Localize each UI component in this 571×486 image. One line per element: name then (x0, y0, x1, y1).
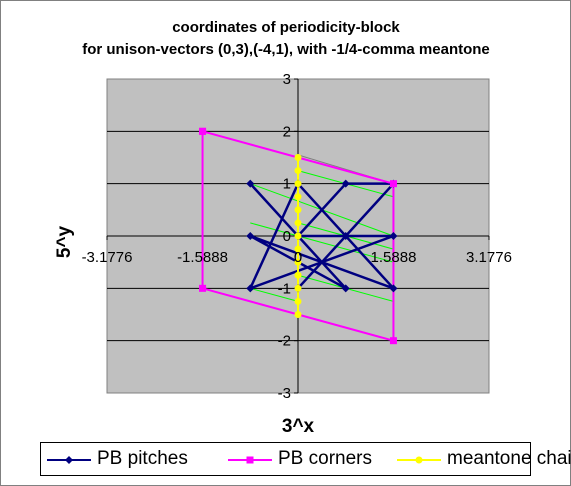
y-tick-label: 2 (283, 123, 291, 140)
data-point-pb-corner (389, 337, 397, 345)
y-tick-label: 0 (283, 228, 291, 245)
x-tick-label: -3.1776 (82, 249, 133, 266)
data-point-pb-pitch (246, 284, 255, 293)
x-tick-label: 1.5888 (371, 249, 417, 266)
legend: PB pitches PB corners meantone chain (40, 442, 571, 476)
data-point-pb-pitch (389, 232, 398, 240)
data-point-pb-pitch (341, 284, 350, 293)
x-axis-label: 3^x (282, 416, 315, 437)
data-point-meantone (294, 232, 302, 240)
legend-label: PB corners (278, 448, 372, 469)
data-point-meantone (294, 180, 302, 188)
series-line-pb-pitches (249, 182, 395, 290)
legend-swatch-pb-pitches (47, 453, 91, 465)
data-point-pb-pitch (389, 284, 398, 293)
data-point-meantone (294, 167, 302, 175)
data-point-meantone (294, 311, 302, 318)
data-point-pb-pitch (341, 232, 350, 240)
legend-label: PB pitches (97, 448, 188, 469)
x-tick-label: -1.5888 (177, 249, 228, 266)
legend-item-meantone-chain: meantone chain (397, 443, 571, 475)
data-point-meantone (294, 154, 302, 161)
chart-subtitle: for unison-vectors (0,3),(-4,1), with -1… (82, 41, 490, 58)
data-point-pb-pitch (341, 179, 350, 188)
y-tick-label: -1 (278, 280, 291, 297)
data-point-meantone (294, 245, 302, 253)
data-point-meantone (294, 297, 302, 305)
data-point-pb-corner (389, 180, 397, 188)
legend-label: meantone chain (447, 448, 571, 469)
data-point-meantone (294, 219, 302, 227)
data-point-pb-pitch (246, 179, 255, 188)
data-point-meantone (294, 193, 302, 201)
y-tick-label: 1 (283, 176, 291, 193)
x-tick-label: 3.1776 (466, 249, 512, 266)
legend-swatch-meantone-chain (397, 453, 441, 465)
helper-line (250, 222, 394, 263)
data-point-pb-corner (199, 127, 207, 135)
chart-title: coordinates of periodicity-block (172, 19, 400, 36)
data-point-pb-pitch (246, 232, 255, 240)
data-point-meantone (294, 284, 302, 292)
legend-swatch-pb-corners (228, 453, 272, 465)
y-tick-label: 3 (283, 71, 291, 88)
data-point-meantone (294, 258, 302, 266)
x-tick-label: 0 (294, 249, 302, 266)
data-point-meantone (294, 271, 302, 279)
y-tick-label: -2 (278, 333, 291, 350)
legend-item-pb-corners: PB corners (228, 443, 372, 475)
y-tick-label: -3 (278, 385, 291, 402)
series-marks (199, 127, 398, 345)
data-point-meantone (294, 206, 302, 214)
data-point-pb-corner (199, 284, 207, 292)
helper-line (250, 287, 299, 302)
y-axis-label: 5^y (54, 225, 75, 258)
legend-item-pb-pitches: PB pitches (47, 443, 188, 475)
